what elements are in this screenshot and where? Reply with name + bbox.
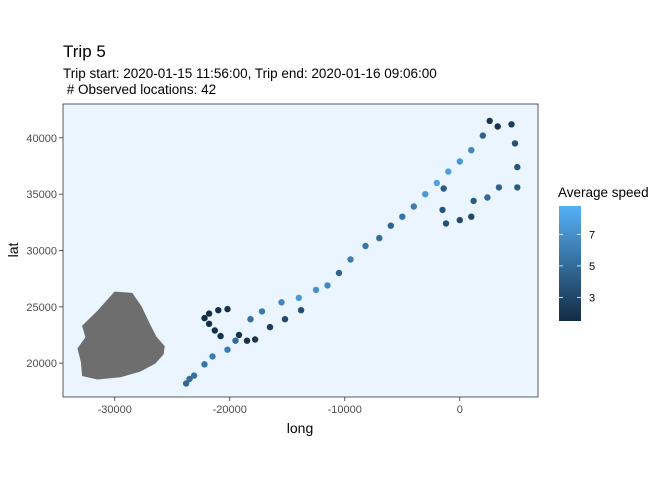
y-tick-label-4: 40000 [26, 133, 57, 145]
legend-tick-label-0: 3 [589, 292, 595, 304]
chart-title: Trip 5 [63, 42, 106, 61]
data-point-38 [479, 132, 486, 139]
data-point-34 [433, 179, 440, 187]
data-point-23 [295, 294, 302, 301]
x-tick-label-2: -10000 [328, 404, 362, 416]
data-point-8 [211, 327, 218, 334]
landmass [77, 291, 165, 380]
data-point-26 [335, 269, 343, 277]
y-tick-label-2: 30000 [26, 246, 57, 258]
data-point-41 [508, 121, 515, 128]
data-point-32 [410, 203, 417, 210]
data-point-18 [281, 316, 289, 323]
data-point-29 [376, 234, 383, 242]
data-point-25 [324, 282, 331, 289]
data-point-49 [456, 216, 463, 224]
y-tick-label-0: 20000 [26, 358, 57, 370]
data-point-44 [514, 184, 521, 191]
data-point-19 [297, 307, 305, 314]
legend-ticks: 3 5 7 [559, 229, 595, 304]
data-point-3 [201, 361, 208, 368]
data-point-36 [456, 158, 463, 165]
data-point-46 [484, 194, 491, 201]
data-point-0 [182, 380, 190, 387]
data-point-14 [235, 331, 243, 339]
data-point-5 [224, 346, 231, 353]
data-point-16 [251, 336, 259, 343]
data-point-37 [468, 147, 475, 154]
legend: Average speed 3 5 7 [558, 185, 649, 321]
data-point-42 [511, 140, 519, 147]
land-layer [77, 291, 165, 380]
legend-title: Average speed [558, 185, 649, 200]
data-point-21 [258, 308, 266, 315]
data-point-47 [470, 197, 477, 205]
data-point-30 [387, 222, 394, 229]
x-axis: -30000 -20000 -10000 0 [98, 397, 463, 416]
data-point-1 [186, 375, 193, 383]
data-point-33 [422, 191, 429, 198]
data-point-7 [217, 332, 224, 340]
y-axis-title: lat [5, 243, 21, 258]
data-point-28 [362, 242, 369, 250]
data-point-20 [247, 316, 254, 323]
data-point-22 [278, 299, 285, 306]
data-point-6 [232, 337, 239, 344]
data-point-4 [209, 353, 216, 360]
y-tick-label-3: 35000 [26, 189, 57, 201]
data-point-39 [486, 117, 493, 125]
data-point-45 [495, 184, 503, 191]
x-tick-label-3: 0 [457, 404, 463, 416]
x-tick-label-1: -20000 [213, 404, 247, 416]
data-point-43 [514, 163, 521, 171]
data-point-17 [266, 323, 274, 331]
data-point-31 [399, 213, 406, 220]
chart-subtitle-line1: Trip start: 2020-01-15 11:56:00, Trip en… [63, 66, 437, 81]
points-layer [182, 117, 521, 387]
data-point-12 [215, 307, 222, 314]
data-point-51 [439, 206, 446, 214]
data-point-2 [190, 372, 198, 379]
data-point-50 [442, 220, 450, 227]
chart-subtitle-line2: # Observed locations: 42 [63, 82, 216, 97]
data-point-13 [224, 305, 231, 313]
data-point-40 [494, 123, 501, 130]
data-point-24 [312, 286, 320, 294]
data-point-15 [243, 337, 251, 344]
legend-colorbar [559, 206, 581, 321]
legend-tick-label-1: 5 [589, 261, 595, 273]
data-point-52 [440, 185, 447, 192]
y-tick-label-1: 25000 [26, 302, 57, 314]
data-point-27 [347, 256, 354, 263]
x-axis-title: long [287, 420, 313, 436]
data-point-11 [205, 310, 213, 317]
legend-tick-label-2: 7 [589, 229, 595, 241]
data-point-9 [205, 320, 213, 327]
data-point-10 [201, 314, 208, 322]
data-point-35 [445, 168, 452, 175]
x-tick-label-0: -30000 [98, 404, 132, 416]
y-axis: 20000 25000 30000 35000 40000 [26, 133, 63, 370]
data-point-48 [468, 213, 475, 220]
